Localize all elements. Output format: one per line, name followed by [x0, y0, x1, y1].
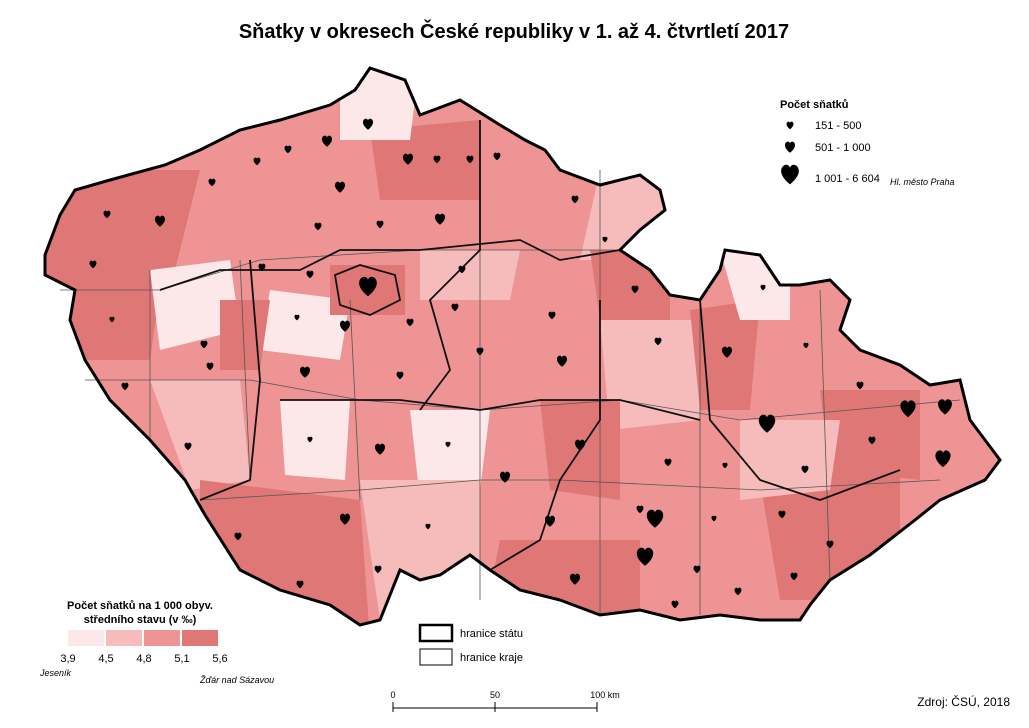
scale-label: 100 km	[590, 690, 620, 700]
legend-heart	[786, 121, 794, 130]
scale-bar	[392, 702, 598, 712]
border-legend-item: hranice státu	[460, 628, 523, 640]
district	[420, 250, 520, 300]
color-swatch	[144, 630, 180, 646]
district	[360, 480, 480, 620]
district	[820, 390, 920, 480]
color-legend-min: Jeseník	[39, 668, 72, 678]
color-break: 4,8	[136, 653, 151, 665]
district	[480, 540, 640, 625]
color-legend-title: Počet sňatků na 1 000 obyv.	[67, 600, 213, 612]
region-borders	[159, 120, 901, 571]
district	[410, 410, 490, 500]
source: Zdroj: ČSÚ, 2018	[917, 694, 1010, 709]
color-break: 5,6	[212, 653, 227, 665]
color-legend: 3,9 4,5 4,8 5,1 5,6	[60, 630, 228, 665]
color-swatch	[68, 630, 104, 646]
border-legend-item: hranice kraje	[460, 652, 523, 664]
district	[740, 420, 840, 500]
size-legend-item: 151 - 500	[815, 120, 861, 132]
size-legend-item: 1 001 - 6 604	[815, 173, 880, 185]
size-legend-note: Hl. město Praha	[890, 177, 955, 187]
color-swatch	[106, 630, 142, 646]
color-break: 4,5	[98, 653, 113, 665]
color-legend-title: středního stavu (v ‰)	[84, 614, 197, 626]
title: Sňatky v okresech České republiky v 1. a…	[239, 19, 789, 43]
district	[150, 380, 250, 490]
region-border-swatch	[419, 648, 453, 666]
color-break: 3,9	[60, 653, 75, 665]
scale-label: 50	[490, 690, 500, 700]
district	[590, 250, 670, 320]
district	[600, 320, 700, 430]
district	[260, 290, 350, 360]
color-legend-max: Žďár nad Sázavou	[199, 675, 274, 685]
district	[45, 170, 200, 300]
district	[45, 290, 160, 360]
district	[150, 260, 240, 350]
size-legend-item: 501 - 1 000	[815, 142, 871, 154]
size-legend-title: Počet sňatků	[780, 99, 848, 111]
legend-heart	[781, 164, 799, 185]
color-swatch	[182, 630, 218, 646]
district	[280, 400, 350, 480]
legend-heart	[784, 141, 796, 153]
scale-label: 0	[390, 690, 395, 700]
state-border-swatch	[418, 623, 454, 643]
color-break: 5,1	[174, 653, 189, 665]
